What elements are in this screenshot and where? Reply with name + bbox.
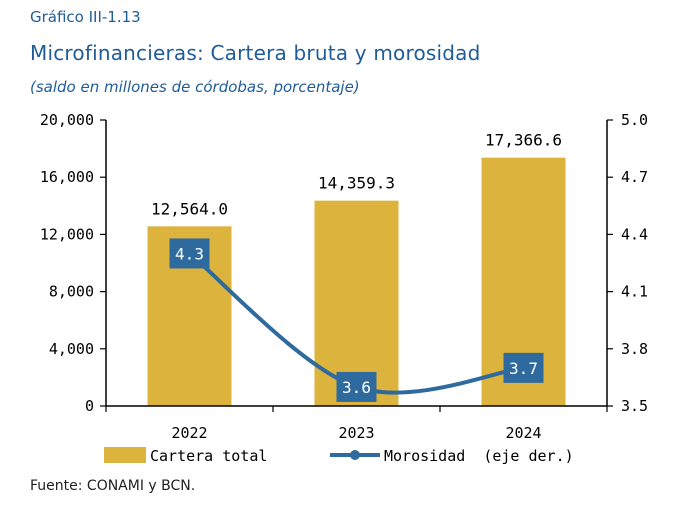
bar-value-label: 14,359.3 (318, 174, 395, 193)
bar-value-label: 12,564.0 (151, 199, 228, 218)
right-axis-tick-label: 4.7 (621, 168, 648, 186)
left-axis-tick-label: 0 (85, 397, 94, 415)
morosidad-value-label: 4.3 (175, 244, 204, 263)
morosidad-label-box (503, 352, 544, 383)
right-axis-tick-label: 4.4 (621, 225, 648, 243)
x-axis-tick-label: 2023 (338, 424, 374, 442)
morosidad-value-label: 3.6 (342, 378, 371, 397)
left-axis-tick-label: 12,000 (40, 225, 94, 243)
bar-value-label: 17,366.6 (485, 131, 562, 150)
left-axis-tick-label: 16,000 (40, 168, 94, 186)
morosidad-value-label: 3.7 (509, 359, 538, 378)
right-axis-tick-label: 4.1 (621, 283, 648, 301)
left-axis-tick-label: 4,000 (49, 340, 94, 358)
legend-label-cartera: Cartera total (150, 447, 267, 465)
right-axis-tick-label: 5.0 (621, 111, 648, 129)
legend-swatch-cartera (104, 447, 146, 463)
morosidad-label-box (169, 238, 210, 269)
chart-subtitle: (saldo en millones de córdobas, porcenta… (30, 78, 360, 96)
left-axis-tick-label: 20,000 (40, 111, 94, 129)
chart-title: Microfinancieras: Cartera bruta y morosi… (30, 41, 481, 65)
right-axis-tick-label: 3.8 (621, 340, 648, 358)
right-axis-tick-label: 3.5 (621, 397, 648, 415)
x-axis-tick-label: 2022 (171, 424, 207, 442)
legend-label-morosidad: Morosidad (eje der.) (384, 447, 574, 465)
morosidad-label-box (336, 371, 377, 402)
x-axis-tick-label: 2024 (505, 424, 541, 442)
chart-source: Fuente: CONAMI y BCN. (30, 478, 196, 494)
legend-marker-morosidad (350, 450, 360, 460)
left-axis-tick-label: 8,000 (49, 283, 94, 301)
chart-kicker: Gráfico III-1.13 (30, 8, 141, 26)
